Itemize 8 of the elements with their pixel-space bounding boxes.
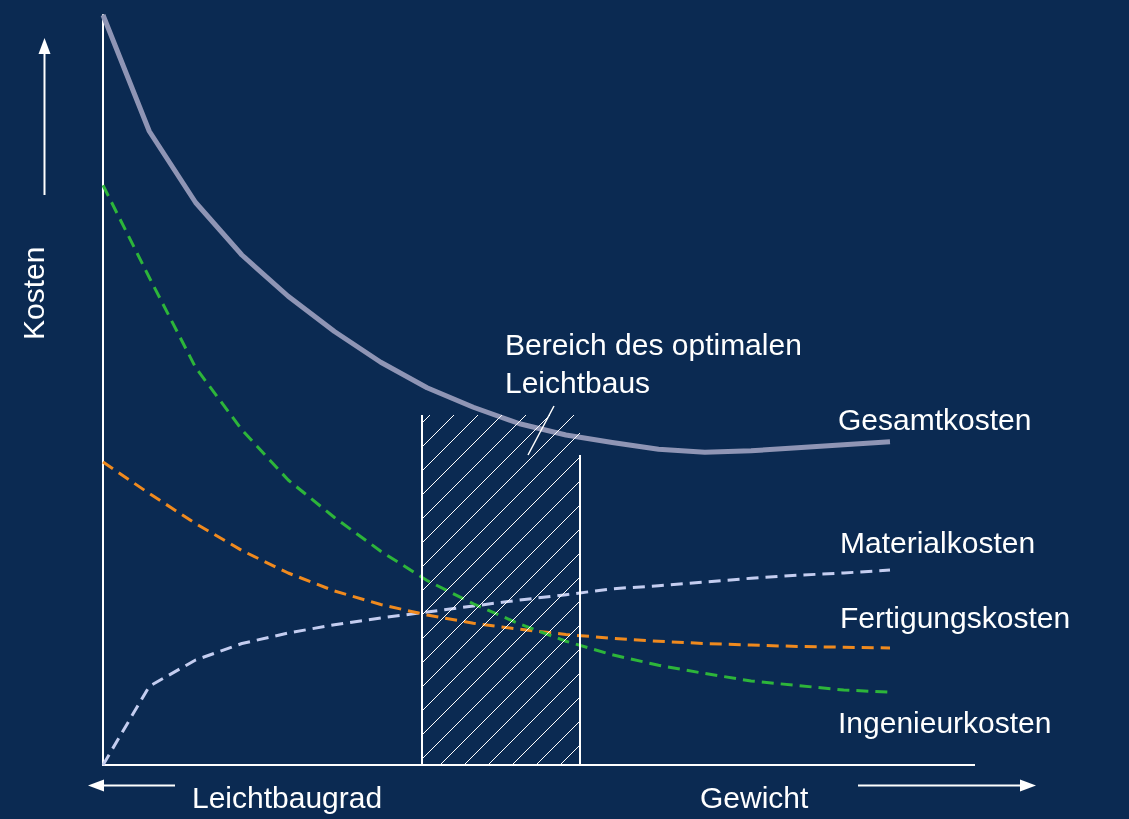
series-label: Ingenieurkosten (838, 705, 1052, 739)
annotation: Bereich des optimalen Leichtbaus (505, 327, 811, 399)
series-label: Materialkosten (840, 525, 1036, 559)
text: Gewicht (700, 780, 810, 814)
y-axis-title: Kosten (16, 246, 50, 340)
x-axis-title: Leichtbaugrad (192, 780, 383, 814)
series-label: Fertigungskosten (840, 600, 1071, 634)
series-label: Gesamtkosten (838, 403, 1032, 437)
